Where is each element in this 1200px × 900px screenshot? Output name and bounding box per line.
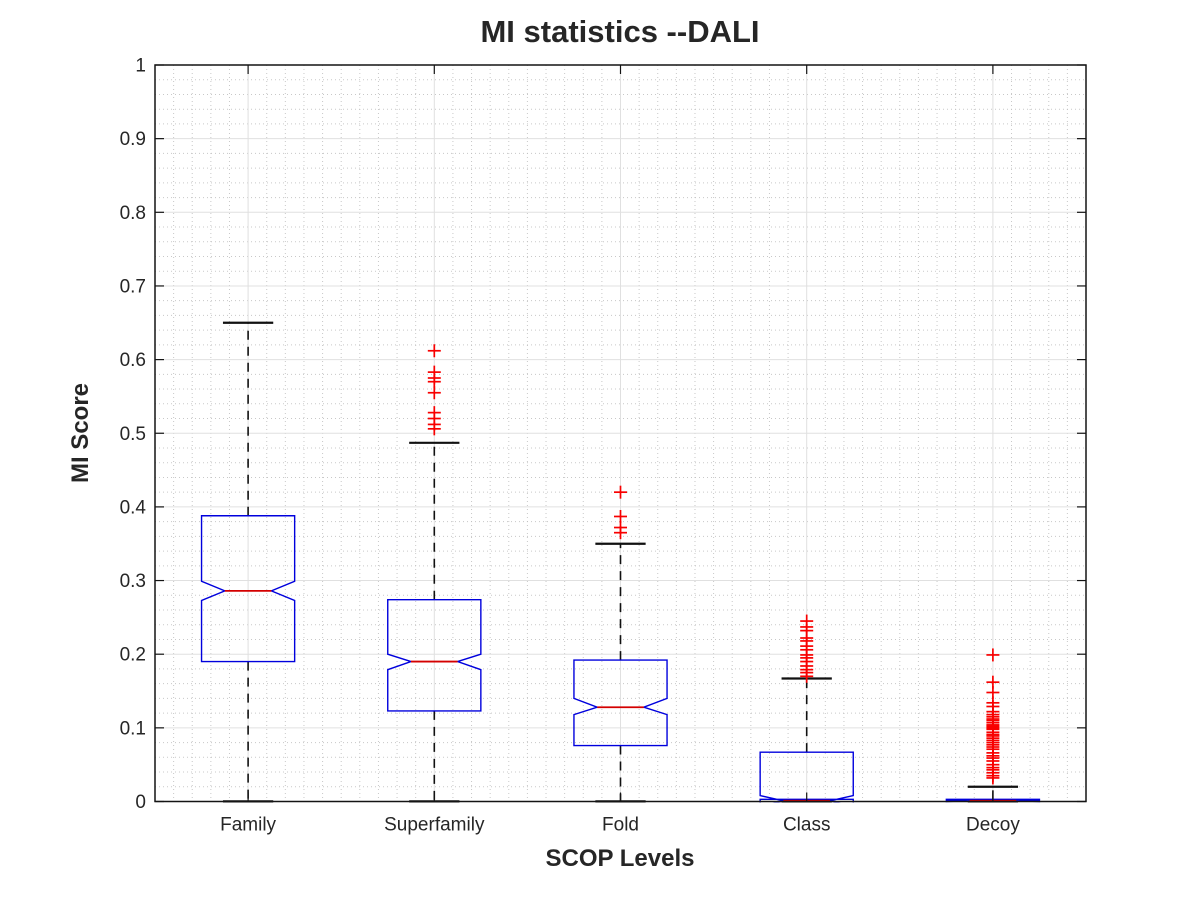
y-tick-label: 0.7 — [120, 276, 146, 297]
tick-label-layer: 0 0.1 0.2 0.3 0.4 0.5 0.6 0.7 0.8 0.9 1 Family Super… — [120, 56, 1021, 836]
x-axis-label: SCOP Levels — [546, 845, 695, 872]
axes-frame-layer — [154, 64, 1087, 803]
y-tick-label: 0.1 — [120, 718, 146, 739]
grid-layer — [155, 65, 1086, 802]
outlier-marker — [614, 521, 627, 535]
chart-title: MI statistics --DALI — [480, 14, 759, 49]
y-tick-label: 0.4 — [120, 497, 147, 518]
y-tick-label: 1 — [135, 56, 146, 77]
y-tick-label: 0 — [135, 792, 146, 813]
y-tick-label: 0.6 — [120, 350, 146, 371]
y-tick-label: 0.9 — [120, 129, 146, 150]
y-tick-label: 0.2 — [120, 645, 146, 666]
x-tick-label: Decoy — [966, 815, 1020, 836]
y-tick-label: 0.3 — [120, 571, 146, 592]
notched-box — [200, 515, 296, 663]
notched-box — [759, 751, 854, 803]
outlier-marker — [427, 344, 441, 358]
outlier-marker — [427, 386, 441, 400]
x-tick-label: Fold — [602, 815, 639, 836]
y-tick-label: 0.8 — [120, 203, 146, 224]
outlier-marker — [986, 648, 1000, 662]
notched-box — [573, 659, 668, 747]
y-tick-label: 0.5 — [120, 424, 146, 445]
outlier-marker — [614, 485, 627, 499]
notched-box — [387, 598, 482, 712]
box-fold — [573, 485, 668, 803]
outlier-marker — [986, 675, 1000, 689]
x-tick-label: Family — [220, 815, 276, 836]
outlier-marker — [427, 365, 441, 379]
outlier-marker — [800, 614, 814, 628]
outlier-marker — [427, 406, 441, 420]
outlier-marker — [614, 509, 627, 523]
x-tick-label: Superfamily — [384, 815, 485, 836]
y-axis-label: MI Score — [67, 383, 94, 483]
x-tick-label: Class — [783, 815, 831, 836]
